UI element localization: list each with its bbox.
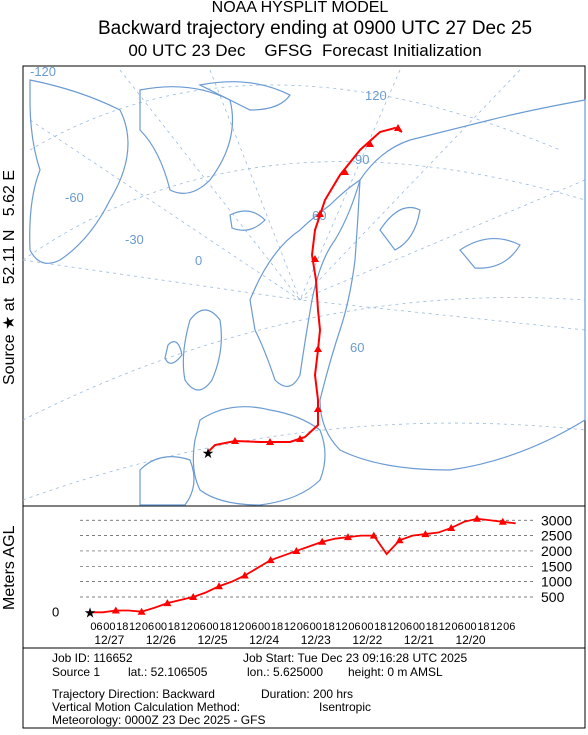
footer-text: Meteorology: 0000Z 23 Dec 2025 - GFS [52, 713, 265, 727]
x-tick-label: 00 [103, 621, 115, 633]
x-tick-label: 12 [490, 621, 502, 633]
footer-text: lat.: 52.106505 [128, 665, 208, 679]
footer-text: Vertical Motion Calculation Method: [52, 700, 240, 714]
y-tick-label: 3000 [541, 512, 572, 528]
date-label: 12/24 [249, 633, 279, 647]
height-start-star: ★ [84, 604, 97, 620]
x-tick-label: 06 [297, 621, 309, 633]
footer-text: Job ID: 116652 [52, 651, 133, 665]
x-tick-label: 06 [142, 621, 154, 633]
footer-text: Source 1 [52, 665, 100, 679]
x-tick-label: 18 [374, 621, 386, 633]
x-tick-label: 00 [361, 621, 373, 633]
trajectory: ★ [202, 124, 403, 461]
x-tick-label: 12 [387, 621, 399, 633]
y-tick-label: 1500 [541, 558, 572, 574]
title-line-1: NOAA HYSPLIT MODEL [212, 0, 389, 16]
footer-text: height: 0 m AMSL [348, 665, 443, 679]
source-label: Source ★ at 52.11 N 5.62 E [1, 170, 18, 385]
y-tick-label: 1000 [541, 574, 572, 590]
date-label: 12/23 [301, 633, 331, 647]
x-tick-label: 00 [155, 621, 167, 633]
x-tick-label: 12 [284, 621, 296, 633]
y-axis-label: Meters AGL [1, 525, 18, 610]
y-tick-label: 0 [52, 604, 59, 619]
x-tick-label: 18 [116, 621, 128, 633]
x-tick-label: 18 [219, 621, 231, 633]
graticule-label: 90 [355, 152, 369, 167]
x-tick-label: 06 [400, 621, 412, 633]
height-marker [163, 599, 172, 607]
x-tick-label: 18 [168, 621, 180, 633]
graticule-label: -60 [65, 190, 84, 205]
x-tick-label: 00 [464, 621, 476, 633]
height-marker [395, 536, 404, 544]
x-tick-label: 18 [323, 621, 335, 633]
date-label: 12/20 [456, 633, 486, 647]
source-star: ★ [202, 445, 215, 461]
x-tick-label: 06 [90, 621, 102, 633]
date-label: 12/26 [146, 633, 176, 647]
footer-text: Duration: 200 hrs [261, 687, 353, 701]
x-tick-label: 12 [181, 621, 193, 633]
footer-text: Trajectory Direction: Backward [52, 687, 215, 701]
x-tick-label: 06 [452, 621, 464, 633]
height-marker [137, 607, 146, 615]
x-tick-label: 12 [439, 621, 451, 633]
map-background [22, 69, 586, 506]
x-tick-label: 06 [194, 621, 206, 633]
x-tick-label: 12 [129, 621, 141, 633]
x-tick-label: 12 [232, 621, 244, 633]
x-tick-label: 00 [258, 621, 270, 633]
graticule-label: 0 [195, 253, 202, 268]
footer-text: Job Start: Tue Dec 23 09:16:28 UTC 2025 [243, 651, 467, 665]
height-line [90, 517, 516, 614]
x-tick-label: 00 [413, 621, 425, 633]
x-tick-label: 06 [348, 621, 360, 633]
title-line-3: 00 UTC 23 Dec GFSG Forecast Initializati… [128, 41, 481, 60]
x-tick-label: 18 [271, 621, 283, 633]
height-marker [111, 606, 120, 614]
x-tick-label: 18 [426, 621, 438, 633]
height-marker [421, 530, 430, 538]
footer: Job ID: 116652 Job Start: Tue Dec 23 09:… [52, 651, 467, 727]
height-marker [215, 582, 223, 590]
height-marker [189, 592, 198, 600]
y-tick-label: 2000 [541, 543, 572, 559]
height-marker [447, 523, 456, 531]
date-label: 12/21 [404, 633, 434, 647]
height-marker [369, 531, 378, 539]
graticule-label: -120 [30, 64, 56, 79]
height-marker [344, 533, 352, 541]
x-tick-label: 06 [245, 621, 257, 633]
height-marker [473, 514, 481, 522]
x-tick-label: 00 [206, 621, 218, 633]
graticule-label: 120 [365, 88, 387, 103]
x-tick-label: 12 [335, 621, 347, 633]
date-label: 12/25 [198, 633, 228, 647]
y-tick-label: 2500 [541, 528, 572, 544]
graticule-label: 60 [350, 340, 364, 355]
height-marker [498, 517, 507, 525]
date-label: 12/27 [94, 633, 124, 647]
height-marker [318, 537, 327, 545]
footer-text: lon.: 5.625000 [247, 665, 323, 679]
x-tick-label: 06 [503, 621, 515, 633]
height-marker [266, 556, 275, 564]
title-line-2: Backward trajectory ending at 0900 UTC 2… [98, 18, 532, 39]
footer-text: Isentropic [319, 700, 371, 714]
height-marker [292, 546, 301, 554]
y-tick-label: 500 [541, 589, 565, 605]
graticule-label: -30 [125, 232, 144, 247]
date-label: 12/22 [352, 633, 382, 647]
x-tick-label: 18 [477, 621, 489, 633]
height-marker [240, 571, 249, 579]
x-tick-label: 00 [310, 621, 322, 633]
